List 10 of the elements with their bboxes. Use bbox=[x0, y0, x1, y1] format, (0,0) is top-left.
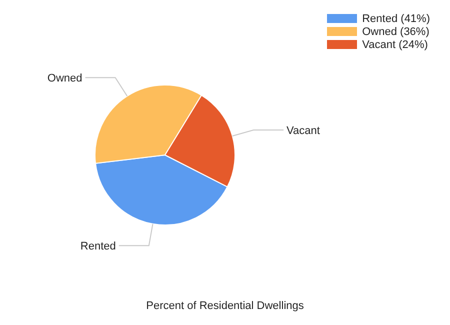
slice-label: Rented bbox=[80, 240, 116, 253]
text: Percent of Residential Dwellings bbox=[145, 300, 305, 312]
data-label: (24%) bbox=[398, 38, 428, 50]
legend-label: Rented bbox=[362, 12, 398, 24]
legend-label: Owned bbox=[362, 26, 397, 38]
data-label: (41%) bbox=[400, 12, 430, 24]
legend-label: Vacant bbox=[362, 38, 396, 50]
slice-label: Vacant bbox=[286, 124, 320, 137]
slice-label: Owned bbox=[47, 72, 82, 85]
data-label: (36%) bbox=[400, 26, 430, 38]
